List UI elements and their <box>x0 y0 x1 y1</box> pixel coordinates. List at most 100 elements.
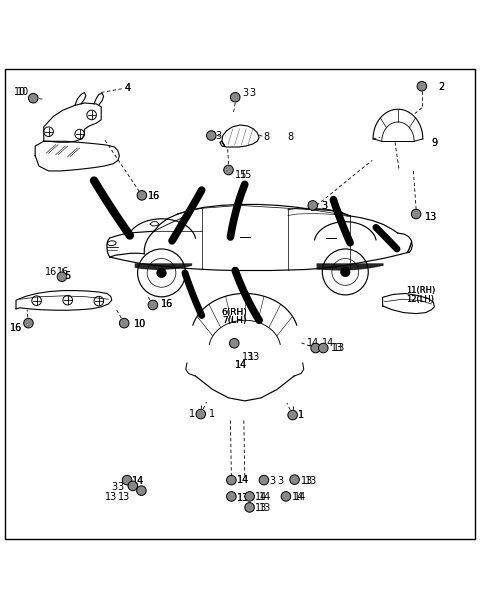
Text: 14: 14 <box>237 475 250 485</box>
Text: 9: 9 <box>432 138 438 148</box>
Text: 12(LH): 12(LH) <box>406 295 433 304</box>
Text: 10: 10 <box>14 88 26 97</box>
Text: 15: 15 <box>235 170 248 180</box>
Circle shape <box>196 409 205 419</box>
Text: 13: 13 <box>331 343 343 353</box>
Text: 16: 16 <box>160 299 173 309</box>
Circle shape <box>340 267 350 277</box>
Circle shape <box>411 209 421 219</box>
Text: 11(RH): 11(RH) <box>406 286 435 295</box>
Text: 10: 10 <box>17 88 29 97</box>
Text: 16: 16 <box>57 267 70 277</box>
Circle shape <box>227 475 236 485</box>
Text: 13: 13 <box>333 343 346 353</box>
Text: 3: 3 <box>322 201 327 212</box>
Text: 13: 13 <box>237 493 250 503</box>
Text: 1: 1 <box>209 409 216 419</box>
Circle shape <box>308 201 318 210</box>
Text: 8: 8 <box>263 133 269 142</box>
Text: 11(RH): 11(RH) <box>406 286 435 295</box>
Text: 3: 3 <box>250 88 256 98</box>
Circle shape <box>319 344 328 353</box>
Text: 6(RH): 6(RH) <box>222 308 248 317</box>
Circle shape <box>120 319 129 328</box>
Text: 1: 1 <box>298 410 304 420</box>
Text: 13: 13 <box>259 503 271 513</box>
Circle shape <box>288 410 298 420</box>
Polygon shape <box>317 263 384 271</box>
Circle shape <box>137 486 146 496</box>
Text: 14: 14 <box>259 492 271 502</box>
Text: 3: 3 <box>215 131 221 140</box>
Circle shape <box>57 272 67 282</box>
Text: 12(LH): 12(LH) <box>406 295 433 304</box>
Circle shape <box>245 492 254 501</box>
Text: 4: 4 <box>124 83 130 92</box>
Polygon shape <box>135 263 192 270</box>
Circle shape <box>245 503 254 512</box>
Text: 14: 14 <box>235 361 248 370</box>
Text: 5: 5 <box>64 271 70 282</box>
Circle shape <box>229 339 239 348</box>
Text: 6(RH): 6(RH) <box>222 308 248 317</box>
Text: 14: 14 <box>237 475 250 485</box>
Text: 13: 13 <box>118 492 130 502</box>
Circle shape <box>128 481 138 491</box>
Circle shape <box>206 131 216 140</box>
Text: 3: 3 <box>118 482 124 492</box>
Text: 10: 10 <box>134 319 146 329</box>
Text: 13: 13 <box>248 351 260 362</box>
Text: 14: 14 <box>292 492 304 502</box>
Text: 4: 4 <box>124 83 130 92</box>
Circle shape <box>28 94 38 103</box>
Text: 3: 3 <box>277 476 284 486</box>
Circle shape <box>148 300 157 309</box>
Circle shape <box>311 344 321 353</box>
Text: 5: 5 <box>64 271 70 282</box>
Text: 2: 2 <box>439 81 445 92</box>
Text: 16: 16 <box>10 323 23 333</box>
Text: 13: 13 <box>237 493 250 503</box>
Circle shape <box>259 475 269 485</box>
Text: 14: 14 <box>235 361 248 370</box>
Circle shape <box>157 268 166 278</box>
Text: 13: 13 <box>255 503 267 513</box>
Circle shape <box>417 81 427 91</box>
Text: 9: 9 <box>432 138 438 148</box>
Text: 13: 13 <box>425 212 437 222</box>
Text: 16: 16 <box>10 323 23 333</box>
Text: 2: 2 <box>439 81 445 92</box>
Text: 13: 13 <box>242 351 254 362</box>
Text: 16: 16 <box>160 299 173 309</box>
Circle shape <box>281 492 291 501</box>
Text: 14: 14 <box>294 492 306 502</box>
Text: 16: 16 <box>148 191 160 201</box>
Text: 14: 14 <box>323 338 335 348</box>
Text: 7(LH): 7(LH) <box>222 316 246 325</box>
Text: 13: 13 <box>301 476 313 486</box>
Text: 13: 13 <box>305 476 317 486</box>
Circle shape <box>137 190 147 200</box>
Text: 15: 15 <box>240 170 252 180</box>
Text: 13: 13 <box>425 212 437 222</box>
Circle shape <box>227 492 236 501</box>
Text: 8: 8 <box>287 133 293 142</box>
Text: 16: 16 <box>148 191 160 201</box>
Text: 14: 14 <box>132 476 144 486</box>
Text: 3: 3 <box>242 88 248 98</box>
Text: 3: 3 <box>111 482 118 492</box>
Text: 16: 16 <box>45 267 57 277</box>
Text: 3: 3 <box>270 476 276 486</box>
Circle shape <box>230 92 240 102</box>
Text: 3: 3 <box>322 201 327 212</box>
Text: 1: 1 <box>299 410 304 420</box>
Circle shape <box>24 319 33 328</box>
Text: 7(LH): 7(LH) <box>222 316 246 325</box>
Text: 1: 1 <box>189 409 195 419</box>
Text: 14: 14 <box>255 492 267 502</box>
Text: 14: 14 <box>307 338 319 348</box>
Text: 10: 10 <box>134 319 146 329</box>
Text: 14: 14 <box>132 476 144 486</box>
Circle shape <box>122 475 132 485</box>
Text: 13: 13 <box>105 492 118 502</box>
